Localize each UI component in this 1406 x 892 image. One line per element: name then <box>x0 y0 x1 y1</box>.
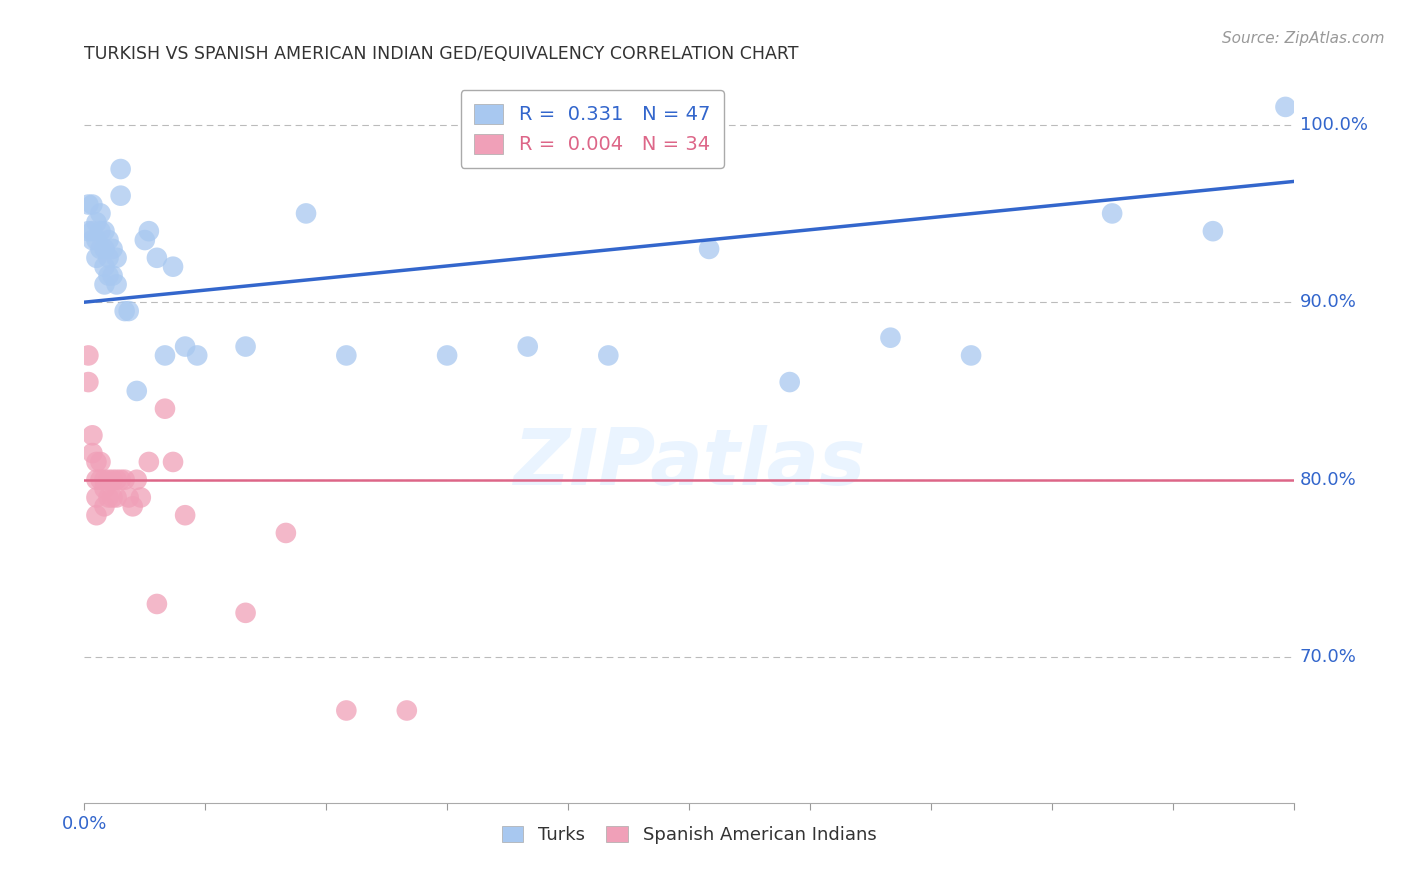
Point <box>101 473 124 487</box>
Point <box>153 348 176 362</box>
Point <box>125 384 148 398</box>
Text: 90.0%: 90.0% <box>1299 293 1357 311</box>
Point <box>146 251 169 265</box>
Point <box>93 500 115 514</box>
Point <box>82 224 104 238</box>
Point <box>86 251 108 265</box>
Point <box>121 500 143 514</box>
Text: 80.0%: 80.0% <box>1299 471 1357 489</box>
Point <box>105 491 128 505</box>
Point <box>118 304 141 318</box>
Point <box>697 242 720 256</box>
Point <box>77 375 100 389</box>
Point <box>879 331 901 345</box>
Point <box>335 704 357 718</box>
Point <box>105 473 128 487</box>
Text: Source: ZipAtlas.com: Source: ZipAtlas.com <box>1222 31 1385 46</box>
Point <box>77 224 100 238</box>
Point <box>82 233 104 247</box>
Point <box>162 260 184 274</box>
Point <box>105 277 128 292</box>
Point <box>516 340 538 354</box>
Point <box>89 224 111 238</box>
Point <box>86 491 108 505</box>
Point <box>110 162 132 177</box>
Point <box>89 206 111 220</box>
Point <box>118 491 141 505</box>
Point <box>295 206 318 220</box>
Point <box>86 233 108 247</box>
Point <box>93 242 115 256</box>
Point <box>77 348 100 362</box>
Point <box>86 455 108 469</box>
Point <box>436 348 458 362</box>
Point <box>97 251 120 265</box>
Point <box>138 455 160 469</box>
Point <box>82 428 104 442</box>
Point <box>97 491 120 505</box>
Point <box>101 491 124 505</box>
Point <box>395 704 418 718</box>
Point <box>105 251 128 265</box>
Point <box>129 491 152 505</box>
Point <box>93 224 115 238</box>
Point <box>125 473 148 487</box>
Point <box>138 224 160 238</box>
Text: ZIPatlas: ZIPatlas <box>513 425 865 501</box>
Point <box>89 455 111 469</box>
Point <box>93 482 115 496</box>
Point <box>93 473 115 487</box>
Point <box>235 606 257 620</box>
Point <box>1202 224 1225 238</box>
Point <box>114 473 136 487</box>
Point <box>335 348 357 362</box>
Point <box>110 188 132 202</box>
Point <box>89 242 111 256</box>
Text: 70.0%: 70.0% <box>1299 648 1357 666</box>
Point <box>114 304 136 318</box>
Point <box>235 340 257 354</box>
Point <box>598 348 620 362</box>
Point <box>134 233 156 247</box>
Point <box>93 277 115 292</box>
Point <box>1274 100 1296 114</box>
Point <box>153 401 176 416</box>
Point <box>82 197 104 211</box>
Point <box>77 197 100 211</box>
Point <box>86 473 108 487</box>
Point <box>101 242 124 256</box>
Point <box>274 525 297 540</box>
Text: 100.0%: 100.0% <box>1299 116 1368 134</box>
Point <box>779 375 801 389</box>
Point <box>82 446 104 460</box>
Point <box>86 508 108 523</box>
Legend: Turks, Spanish American Indians: Turks, Spanish American Indians <box>495 819 883 852</box>
Point <box>86 215 108 229</box>
Point <box>1101 206 1123 220</box>
Point <box>93 260 115 274</box>
Point <box>162 455 184 469</box>
Point <box>97 473 120 487</box>
Point <box>960 348 983 362</box>
Point <box>146 597 169 611</box>
Point <box>89 473 111 487</box>
Point <box>101 268 124 283</box>
Point <box>186 348 208 362</box>
Point <box>97 233 120 247</box>
Point <box>97 268 120 283</box>
Point <box>110 473 132 487</box>
Text: TURKISH VS SPANISH AMERICAN INDIAN GED/EQUIVALENCY CORRELATION CHART: TURKISH VS SPANISH AMERICAN INDIAN GED/E… <box>84 45 799 63</box>
Point <box>174 340 197 354</box>
Point <box>174 508 197 523</box>
